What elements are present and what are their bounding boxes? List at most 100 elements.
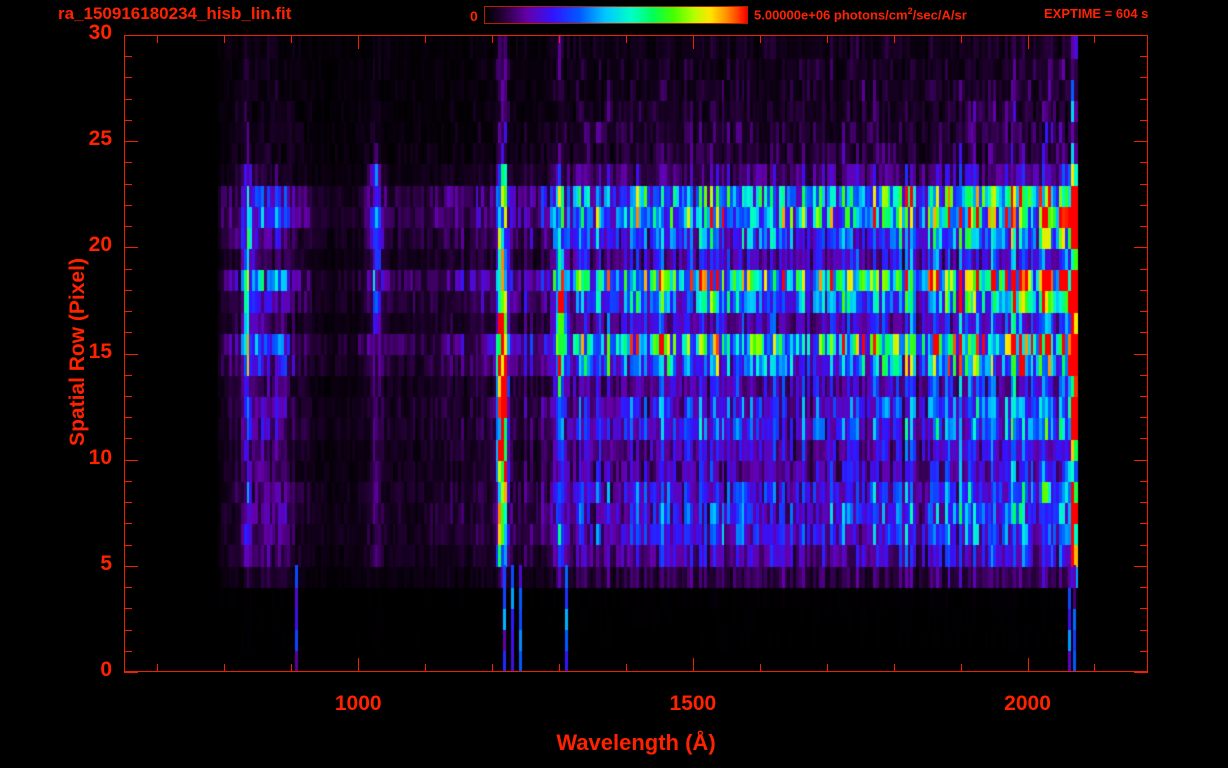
axis-tick: [626, 35, 628, 43]
axis-tick: [124, 162, 132, 164]
axis-tick: [1140, 630, 1148, 632]
axis-tick: [124, 375, 132, 377]
x-axis-title: Wavelength (Å): [556, 730, 716, 755]
colorbar-units-suffix: /sec/A/sr: [912, 7, 967, 23]
axis-tick: [1134, 566, 1148, 568]
axis-tick: [1134, 672, 1148, 674]
axis-tick: [492, 664, 494, 672]
axis-tick: [124, 566, 138, 568]
axis-tick: [358, 658, 360, 672]
axis-tick: [425, 664, 427, 672]
axis-tick: [760, 664, 762, 672]
axis-tick: [1094, 35, 1096, 43]
axis-tick: [124, 651, 132, 653]
axis-tick: [1134, 247, 1148, 249]
axis-tick: [124, 502, 132, 504]
axis-tick: [124, 141, 138, 143]
axis-tick: [626, 664, 628, 672]
colorbar-units-exponent: 2: [907, 6, 913, 16]
plot-frame: [124, 35, 1148, 672]
x-tick-label: 1500: [669, 692, 717, 715]
axis-tick: [1140, 417, 1148, 419]
axis-tick: [1140, 99, 1148, 101]
axis-tick: [1140, 375, 1148, 377]
axis-tick: [124, 35, 138, 37]
axis-tick: [1140, 77, 1148, 79]
y-tick-label: 30: [88, 21, 112, 44]
axis-tick: [1140, 269, 1148, 271]
axis-tick: [1140, 226, 1148, 228]
axis-tick: [124, 481, 132, 483]
axis-tick: [827, 35, 829, 43]
x-tick-label: 2000: [1004, 692, 1051, 715]
axis-tick: [291, 35, 293, 43]
axis-tick: [693, 658, 695, 672]
page-title: ra_150916180234_hisb_lin.fit: [58, 4, 292, 23]
axis-tick: [559, 664, 561, 672]
axis-tick: [1028, 35, 1030, 49]
axis-tick: [1140, 608, 1148, 610]
axis-tick: [124, 269, 132, 271]
axis-tick: [124, 226, 132, 228]
axis-tick: [157, 664, 159, 672]
axis-tick: [1140, 205, 1148, 207]
axis-tick: [1140, 651, 1148, 653]
y-axis-title: Spatial Row (Pixel): [66, 257, 89, 446]
axis-tick: [1140, 332, 1148, 334]
axis-tick: [1134, 460, 1148, 462]
axis-tick: [124, 417, 132, 419]
axis-tick: [894, 35, 896, 43]
axis-tick: [1134, 141, 1148, 143]
axis-tick: [1140, 481, 1148, 483]
axis-tick: [492, 35, 494, 43]
axis-tick: [124, 332, 132, 334]
axis-tick: [124, 587, 132, 589]
colorbar: [484, 6, 748, 24]
axis-tick: [124, 205, 132, 207]
axis-tick: [1140, 184, 1148, 186]
axis-tick: [124, 523, 132, 525]
axis-tick: [1140, 162, 1148, 164]
axis-tick: [1140, 523, 1148, 525]
axis-tick: [124, 56, 132, 58]
axis-tick: [224, 35, 226, 43]
axis-tick: [693, 35, 695, 49]
spectrogram-image: [125, 36, 1147, 671]
y-tick-label: 10: [88, 445, 112, 469]
colorbar-min-label: 0: [470, 8, 478, 24]
axis-tick: [224, 664, 226, 672]
axis-tick: [124, 311, 132, 313]
axis-tick: [1140, 396, 1148, 398]
axis-tick: [157, 35, 159, 43]
y-tick-label: 0: [100, 658, 112, 681]
axis-tick: [760, 35, 762, 43]
axis-tick: [1094, 664, 1096, 672]
colorbar-units-prefix: photons/cm: [830, 7, 908, 23]
axis-tick: [124, 77, 132, 79]
y-tick-label: 5: [100, 551, 112, 575]
axis-tick: [1028, 658, 1030, 672]
y-tick-label: 25: [88, 127, 112, 151]
axis-tick: [425, 35, 427, 43]
axis-tick: [124, 290, 132, 292]
axis-tick: [124, 608, 132, 610]
axis-tick: [124, 247, 138, 249]
y-tick-label: 20: [88, 233, 112, 257]
axis-tick: [124, 184, 132, 186]
axis-tick: [124, 99, 132, 101]
axis-tick: [1140, 120, 1148, 122]
axis-tick: [1140, 56, 1148, 58]
exposure-time-label: EXPTIME = 604 s: [1044, 6, 1149, 21]
axis-tick: [894, 664, 896, 672]
axis-tick: [124, 120, 132, 122]
axis-tick: [124, 630, 132, 632]
axis-tick: [1134, 354, 1148, 356]
axis-tick: [1140, 438, 1148, 440]
axis-tick: [1140, 311, 1148, 313]
axis-tick: [827, 664, 829, 672]
axis-tick: [124, 672, 138, 674]
axis-tick: [124, 545, 132, 547]
axis-tick: [124, 438, 132, 440]
axis-tick: [1140, 502, 1148, 504]
